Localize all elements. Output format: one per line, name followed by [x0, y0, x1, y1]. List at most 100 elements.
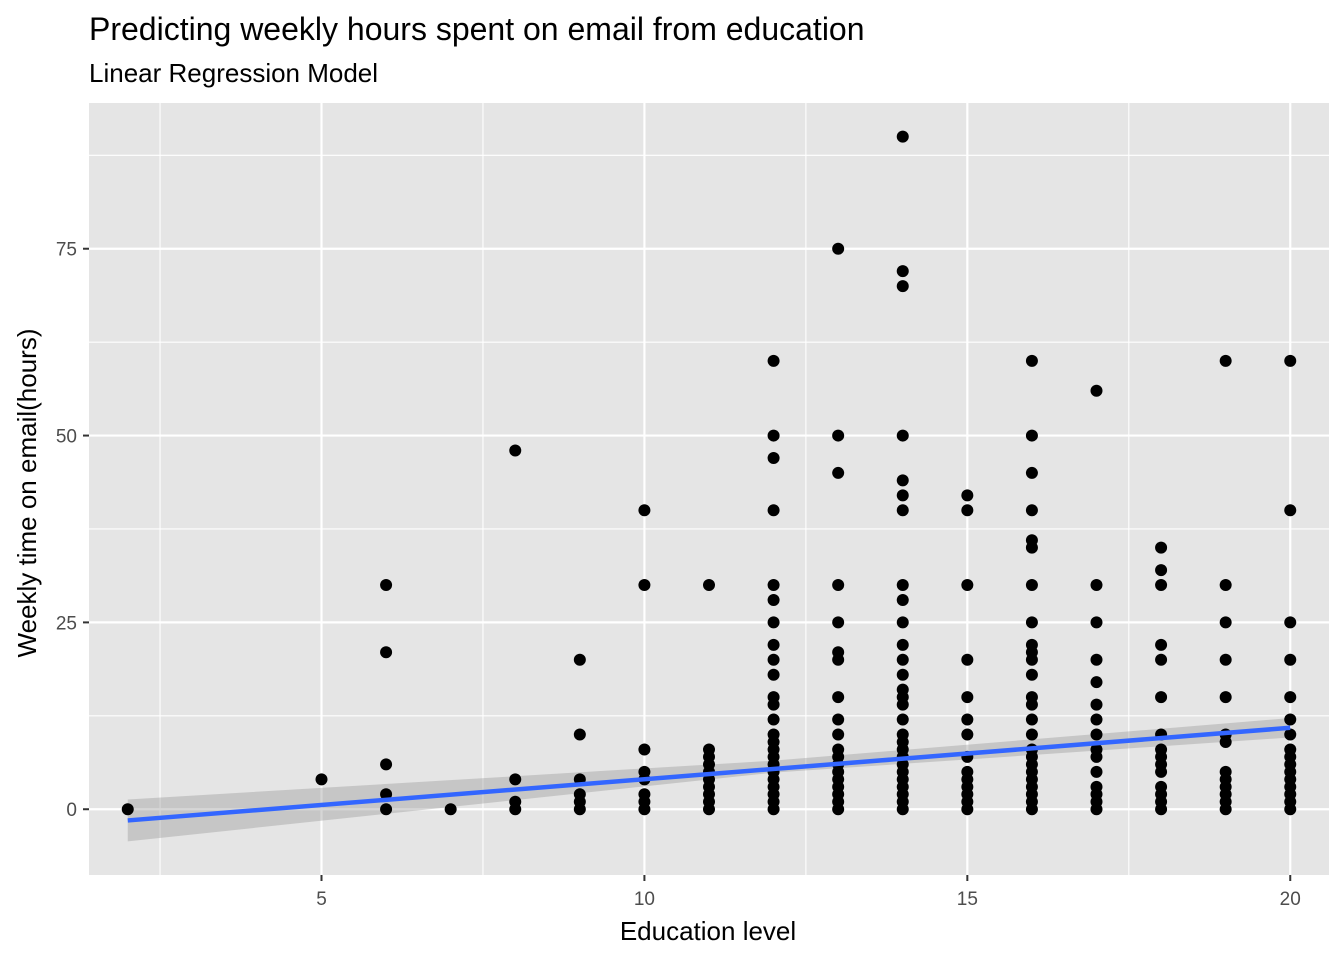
data-point [1090, 780, 1103, 793]
data-point [961, 691, 974, 704]
data-point [380, 803, 393, 816]
data-point [573, 728, 586, 741]
data-point [1155, 780, 1168, 793]
data-point [1090, 676, 1103, 689]
data-point [1090, 713, 1103, 726]
data-point [896, 728, 909, 741]
data-point [1155, 541, 1168, 554]
data-point [961, 713, 974, 726]
data-point [121, 803, 134, 816]
data-point [767, 691, 780, 704]
data-point [1090, 765, 1103, 778]
data-point [1090, 579, 1103, 592]
data-point [896, 713, 909, 726]
data-point [703, 579, 715, 592]
y-tick-label: 0 [66, 800, 77, 821]
data-point [1219, 579, 1232, 592]
data-point [1025, 668, 1038, 681]
data-point [1155, 579, 1168, 592]
data-point [1090, 616, 1103, 629]
data-point [1090, 728, 1103, 741]
data-point [638, 743, 651, 756]
x-tick-label: 5 [316, 889, 327, 910]
x-tick-label: 20 [1280, 889, 1301, 910]
data-point [1219, 691, 1232, 704]
data-point [573, 788, 586, 801]
data-point [896, 265, 909, 278]
data-point [1219, 653, 1232, 666]
y-tick-label: 50 [56, 427, 77, 448]
data-point [1284, 713, 1297, 726]
data-point [1284, 616, 1297, 629]
data-point [896, 638, 909, 651]
x-tick-label: 10 [634, 889, 655, 910]
chart-subtitle: Linear Regression Model [89, 58, 378, 88]
y-tick-label: 25 [56, 613, 77, 634]
data-point [832, 242, 845, 255]
data-point [1090, 653, 1103, 666]
data-point [638, 579, 651, 592]
data-point [961, 765, 974, 778]
data-point [509, 444, 522, 457]
data-point [1025, 691, 1038, 704]
data-point [767, 579, 780, 592]
data-point [767, 354, 780, 367]
data-point [509, 795, 522, 808]
data-point [896, 683, 909, 696]
data-point [896, 653, 909, 666]
data-point [1284, 354, 1297, 367]
data-point [703, 743, 715, 756]
data-point [1025, 354, 1038, 367]
data-point [896, 668, 909, 681]
data-point [832, 466, 845, 479]
data-point [380, 646, 393, 659]
data-point [638, 504, 651, 517]
data-point [1219, 616, 1232, 629]
regression-line [127, 725, 1291, 823]
data-point [767, 728, 780, 741]
data-point [961, 504, 974, 517]
data-point [767, 616, 780, 629]
data-point [896, 579, 909, 592]
data-point [380, 788, 393, 801]
data-point [1025, 728, 1038, 741]
data-point [638, 788, 651, 801]
data-point [896, 429, 909, 442]
data-point [1090, 743, 1103, 756]
data-point [767, 429, 780, 442]
data-point [509, 773, 522, 786]
data-point [1155, 564, 1168, 577]
data-point [832, 743, 845, 756]
data-point [961, 728, 974, 741]
data-point [1155, 743, 1168, 756]
data-point [1025, 616, 1038, 629]
data-point [896, 474, 909, 487]
data-point [767, 668, 780, 681]
data-point [896, 130, 909, 143]
data-point [380, 758, 393, 771]
data-point [444, 803, 457, 816]
data-point [380, 579, 393, 592]
data-point [832, 728, 845, 741]
data-point [832, 646, 845, 659]
data-point [832, 691, 845, 704]
data-point [832, 429, 845, 442]
data-point [896, 489, 909, 502]
data-point [961, 489, 974, 502]
data-point [961, 653, 974, 666]
data-point [1025, 429, 1038, 442]
data-point [315, 773, 328, 786]
data-point [767, 713, 780, 726]
data-point [896, 593, 909, 606]
data-point [767, 504, 780, 517]
data-point [1155, 691, 1168, 704]
data-point [767, 653, 780, 666]
data-point [1025, 534, 1038, 547]
data-point [1025, 638, 1038, 651]
data-point [896, 504, 909, 517]
data-point [1090, 698, 1103, 711]
data-point [896, 616, 909, 629]
data-point [1025, 504, 1038, 517]
data-point [1284, 691, 1297, 704]
